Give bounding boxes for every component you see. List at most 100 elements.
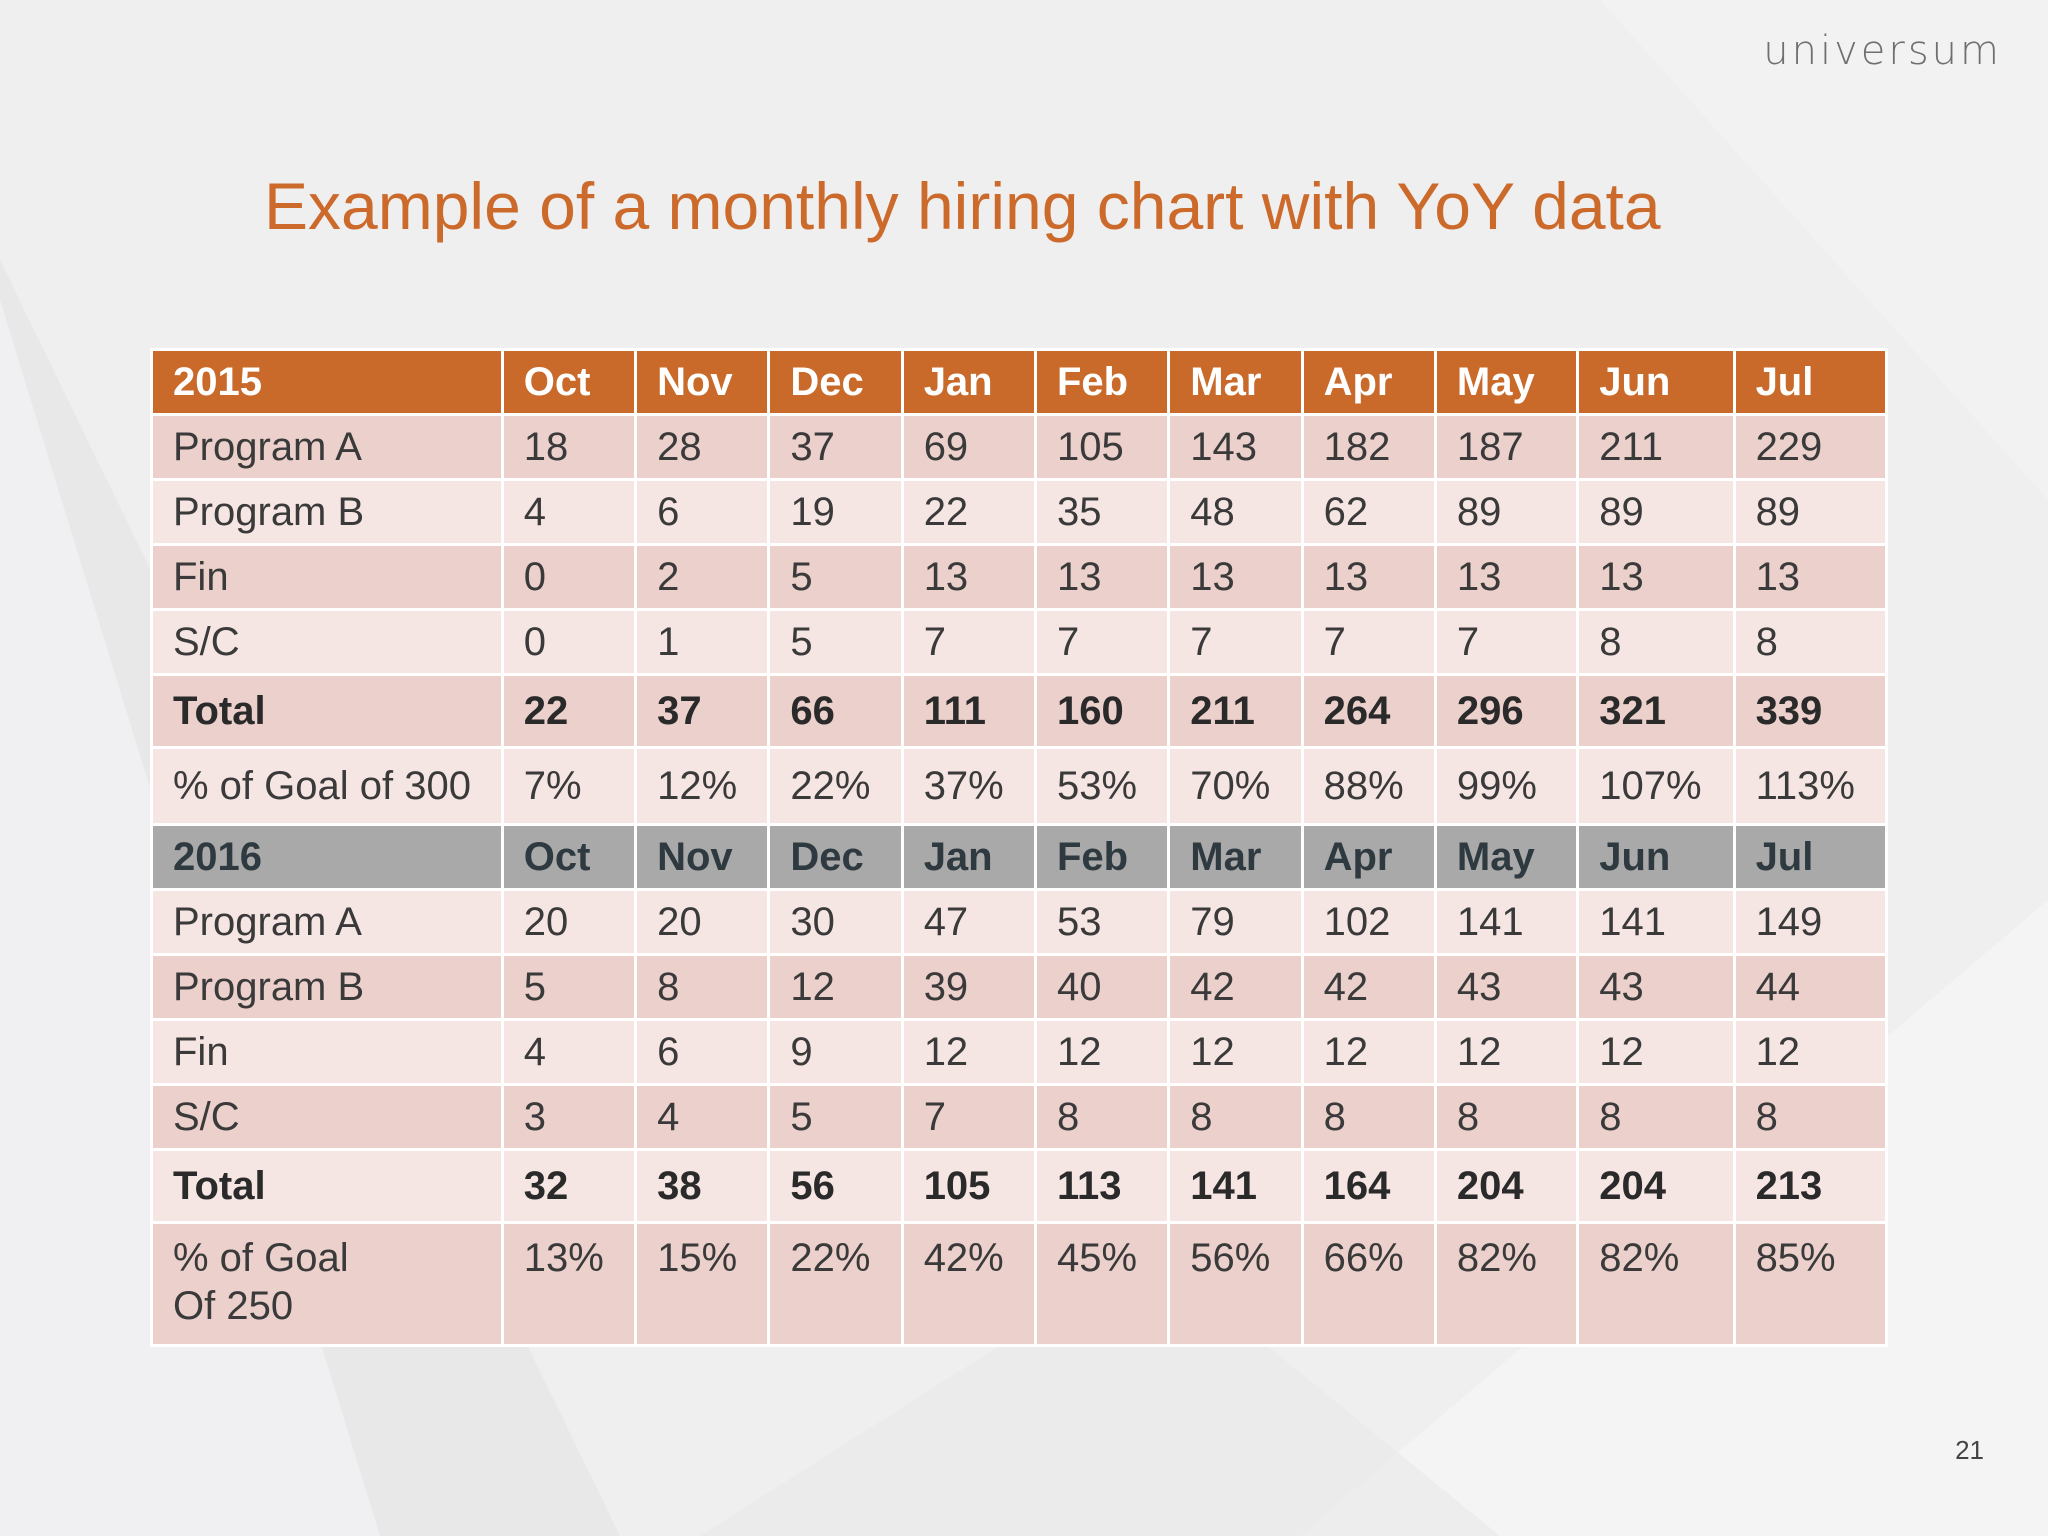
table-cell: 19	[767, 478, 904, 546]
table-cell: 13%	[500, 1221, 638, 1347]
table-cell: Oct	[500, 348, 638, 416]
table-cell: Dec	[767, 823, 904, 891]
table-cell: Mar	[1167, 348, 1304, 416]
table-cell: 105	[1033, 413, 1171, 481]
table-cell: 182	[1300, 413, 1437, 481]
table-cell: Jun	[1576, 823, 1736, 891]
table-cell: 20	[634, 888, 771, 956]
table-cell: 13	[1300, 543, 1437, 611]
table-cell: Program B	[150, 953, 504, 1021]
table-cell: 321	[1576, 673, 1736, 749]
table-cell: 160	[1033, 673, 1171, 749]
table-cell: 12%	[634, 746, 771, 826]
table-cell: 339	[1732, 673, 1889, 749]
table-cell: 204	[1433, 1148, 1580, 1224]
table-cell: 4	[500, 478, 638, 546]
table-cell: 22%	[767, 746, 904, 826]
data-row: Program B 5 8 12 39 40 42 42 43 43 44	[150, 953, 1889, 1021]
table-cell: Jan	[900, 348, 1037, 416]
table-cell: Program A	[150, 413, 504, 481]
table-cell: 8	[634, 953, 771, 1021]
table-cell: 8	[1167, 1083, 1304, 1151]
table-cell: 12	[1300, 1018, 1437, 1086]
table-cell: 13	[1167, 543, 1304, 611]
table-cell: 13	[900, 543, 1037, 611]
table-cell: 164	[1300, 1148, 1437, 1224]
page-number: 21	[1955, 1435, 1984, 1465]
table-cell: 89	[1732, 478, 1889, 546]
table-cell: 141	[1433, 888, 1580, 956]
table-cell: 12	[767, 953, 904, 1021]
table-cell: 4	[500, 1018, 638, 1086]
header-row-2016: 2016 Oct Nov Dec Jan Feb Mar Apr May Jun Jul	[150, 823, 1889, 891]
table-cell: 187	[1433, 413, 1580, 481]
table-cell: 40	[1033, 953, 1171, 1021]
table-cell: 66%	[1300, 1221, 1437, 1347]
table-cell: 113	[1033, 1148, 1171, 1224]
table-cell: 102	[1300, 888, 1437, 956]
table-cell: 18	[500, 413, 638, 481]
table-cell: Jun	[1576, 348, 1736, 416]
table-cell: 6	[634, 478, 771, 546]
table-cell: 2016	[150, 823, 504, 891]
table-cell: 79	[1167, 888, 1304, 956]
table-cell: 70%	[1167, 746, 1304, 826]
table-cell: 6	[634, 1018, 771, 1086]
percent-row: % of Goal Of 250 13% 15% 22% 42% 45% 56% 66% 82% 8…	[150, 1221, 1889, 1347]
table-cell: 13	[1576, 543, 1736, 611]
table-cell: 113%	[1732, 746, 1889, 826]
table-cell: 37%	[900, 746, 1037, 826]
table-cell: 229	[1732, 413, 1889, 481]
table-cell: 39	[900, 953, 1037, 1021]
table-cell: 4	[634, 1083, 771, 1151]
table-cell: Program A	[150, 888, 504, 956]
total-row: Total 22 37 66 111 160 211 264 296 321 339	[150, 673, 1889, 749]
table-cell: 3	[500, 1083, 638, 1151]
table-cell: 8	[1576, 608, 1736, 676]
table-cell: 8	[1300, 1083, 1437, 1151]
data-row: Fin 4 6 9 12 12 12 12 12 12 12	[150, 1018, 1889, 1086]
table-cell: Jul	[1732, 823, 1889, 891]
table-cell: 22%	[767, 1221, 904, 1347]
table-cell: % of Goal Of 250	[150, 1221, 504, 1347]
table-cell: 13	[1732, 543, 1889, 611]
table-cell: 111	[900, 673, 1037, 749]
data-row: Program A 20 20 30 47 53 79 102 141 141 149	[150, 888, 1889, 956]
label-line: % of Goal	[173, 1236, 349, 1280]
table-cell: 69	[900, 413, 1037, 481]
table-cell: 82%	[1433, 1221, 1580, 1347]
table-cell: 8	[1033, 1083, 1171, 1151]
universum-logo: universum	[1763, 28, 2002, 74]
table-cell: 5	[767, 543, 904, 611]
table-cell: Feb	[1033, 348, 1171, 416]
table-cell: 44	[1732, 953, 1889, 1021]
table-cell: 38	[634, 1148, 771, 1224]
table-cell: 48	[1167, 478, 1304, 546]
table-cell: Total	[150, 1148, 504, 1224]
table-cell: Mar	[1167, 823, 1304, 891]
table-cell: 66	[767, 673, 904, 749]
table-cell: 53%	[1033, 746, 1171, 826]
label-line: Of 250	[173, 1284, 294, 1328]
table-cell: 22	[900, 478, 1037, 546]
data-row: S/C 0 1 5 7 7 7 7 7 8 8	[150, 608, 1889, 676]
table-cell: 89	[1576, 478, 1736, 546]
table-cell: Dec	[767, 348, 904, 416]
table-cell: Jul	[1732, 348, 1889, 416]
table-cell: 12	[1167, 1018, 1304, 1086]
table-cell: 296	[1433, 673, 1580, 749]
table-cell: 7	[900, 608, 1037, 676]
table-cell: May	[1433, 348, 1580, 416]
data-row: Program B 4 6 19 22 35 48 62 89 89 89	[150, 478, 1889, 546]
table-cell: 22	[500, 673, 638, 749]
table-cell: Nov	[634, 348, 771, 416]
table-cell: Fin	[150, 1018, 504, 1086]
table-cell: 15%	[634, 1221, 771, 1347]
table-cell: 13	[1433, 543, 1580, 611]
table-cell: Apr	[1300, 348, 1437, 416]
table-cell: 143	[1167, 413, 1304, 481]
table-cell: % of Goal of 300	[150, 746, 504, 826]
table-cell: 20	[500, 888, 638, 956]
table-cell: 82%	[1576, 1221, 1736, 1347]
table-cell: 32	[500, 1148, 638, 1224]
